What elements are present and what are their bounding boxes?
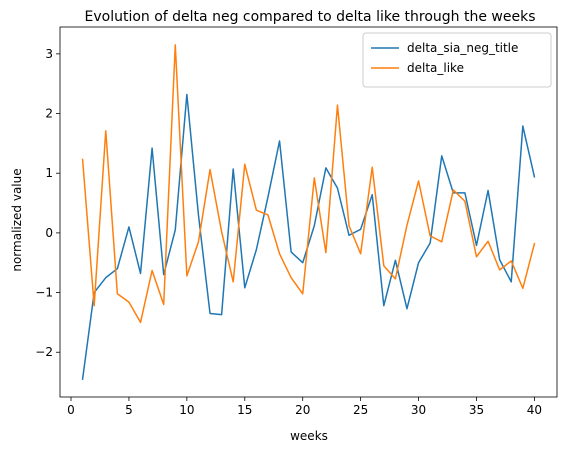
x-tick-label: 10 [179,403,194,417]
x-tick-label: 0 [67,403,75,417]
y-tick-label: 0 [45,226,53,240]
x-tick-label: 35 [469,403,484,417]
x-tick-label: 40 [527,403,542,417]
x-tick-label: 15 [237,403,252,417]
chart-title: Evolution of delta neg compared to delta… [85,9,536,25]
legend-label: delta_like [407,61,464,75]
y-tick-label: 1 [45,166,53,180]
series-line-delta_like [81,44,536,324]
y-axis-title: normalized value [10,168,24,271]
series-line-delta_sia_neg_title [81,93,536,380]
legend-box [362,32,552,88]
x-tick-label: 5 [125,403,133,417]
y-tick-label: −1 [35,286,53,300]
plot-area [59,26,558,398]
legend: delta_sia_neg_title delta_like [362,32,552,88]
y-tick-label: 2 [45,107,53,121]
y-tick-label: −2 [35,345,53,359]
x-tick-label: 25 [353,403,368,417]
axis-ticks: 0 5 10 15 20 25 30 35 40 −2 −1 0 1 2 3 [35,47,542,417]
x-tick-label: 30 [411,403,426,417]
legend-label: delta_sia_neg_title [407,41,518,55]
x-axis-title: weeks [290,429,328,443]
plot-frame [59,26,558,398]
y-tick-label: 3 [45,47,53,61]
x-tick-label: 20 [295,403,310,417]
